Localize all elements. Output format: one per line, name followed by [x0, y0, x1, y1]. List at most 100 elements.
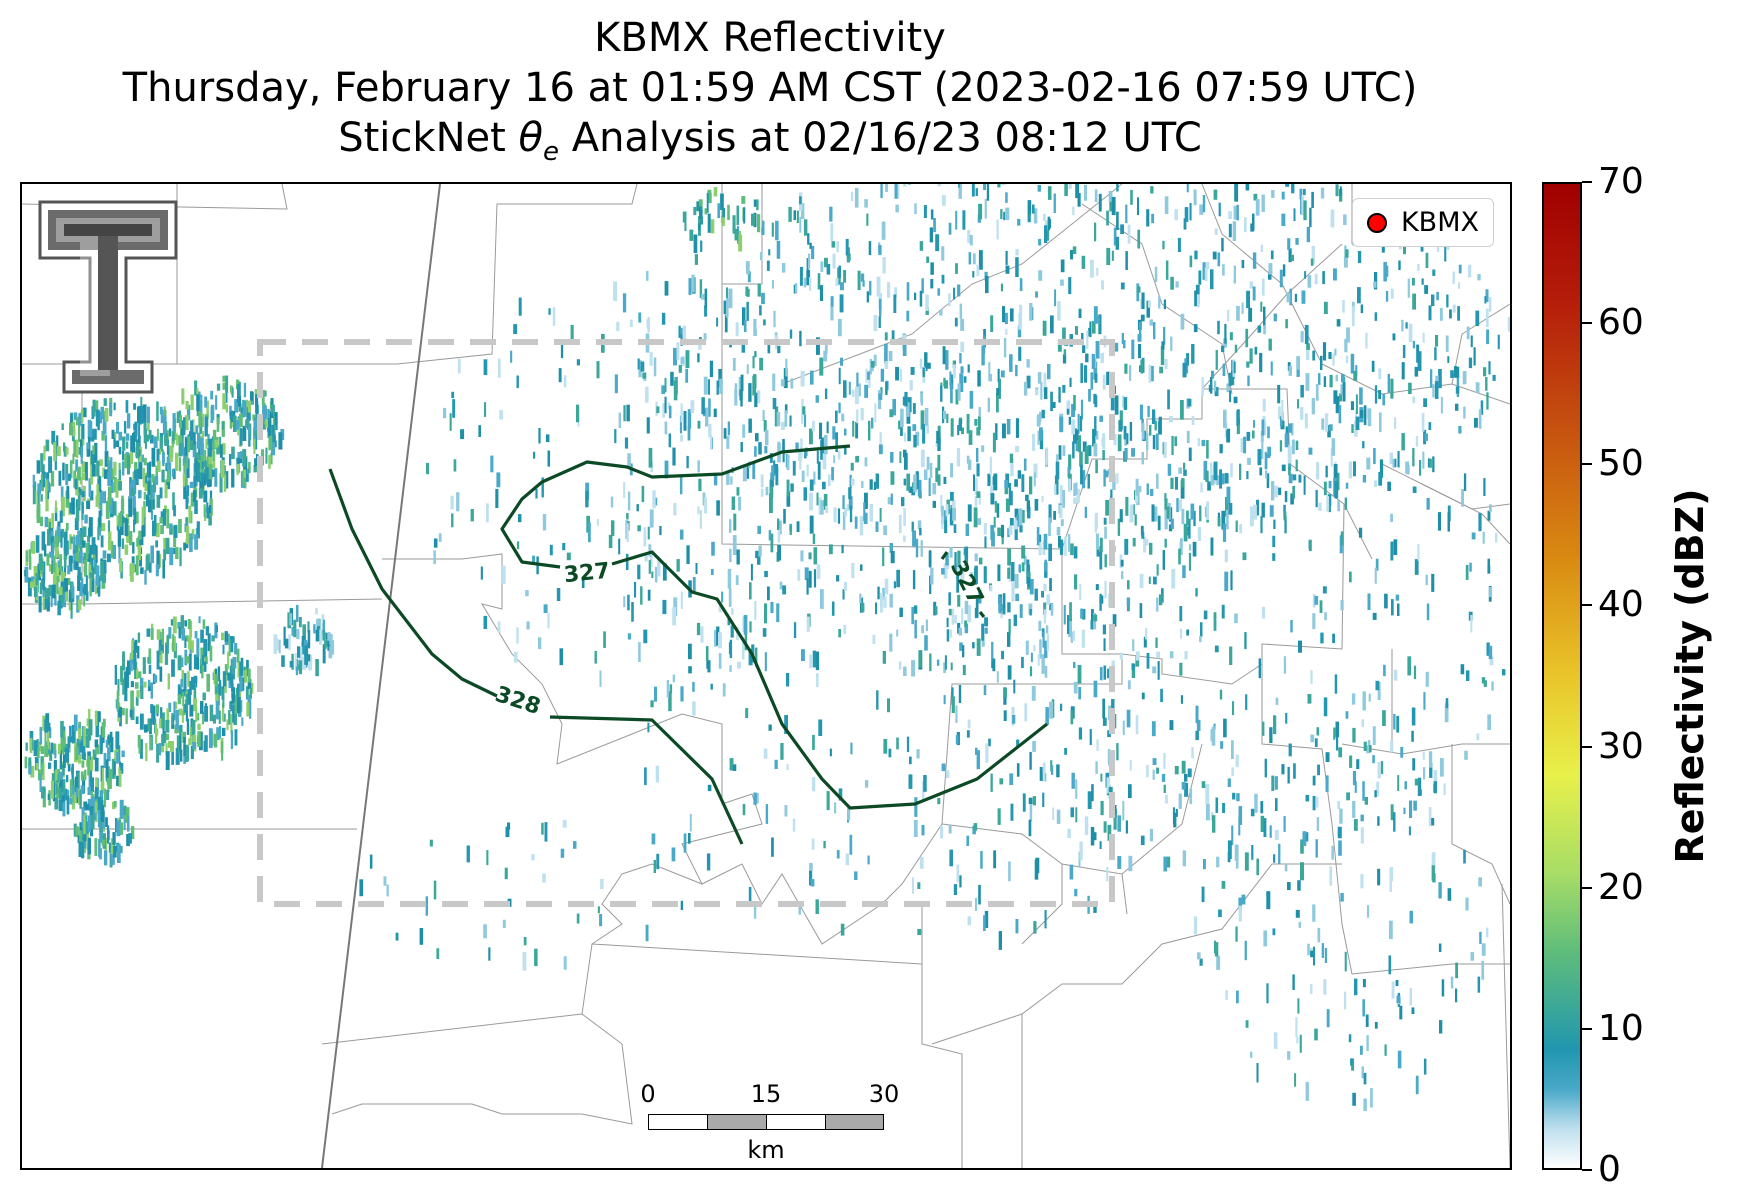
echo-pixel	[797, 569, 801, 581]
echo-pixel	[777, 544, 781, 561]
echo-pixel	[62, 738, 65, 755]
echo-pixel	[966, 730, 970, 738]
echo-pixel	[1425, 252, 1429, 269]
echo-pixel	[231, 387, 234, 398]
echo-pixel	[1461, 489, 1464, 507]
echo-pixel	[1319, 600, 1323, 613]
echo-pixel	[541, 477, 544, 498]
echo-pixel	[600, 879, 604, 890]
echo-pixel	[1382, 710, 1386, 726]
echo-pixel	[680, 334, 683, 341]
echo-pixel	[827, 474, 831, 487]
echo-pixel	[1053, 511, 1056, 520]
echo-pixel	[1068, 416, 1071, 425]
echo-pixel	[38, 741, 42, 752]
echo-pixel	[1060, 259, 1065, 273]
echo-pixel	[1203, 610, 1208, 620]
echo-pixel	[728, 288, 733, 309]
echo-pixel	[273, 634, 278, 654]
echo-pixel	[1400, 746, 1404, 758]
echo-pixel	[206, 673, 210, 692]
echo-pixel	[1038, 620, 1042, 631]
echo-pixel	[222, 443, 226, 455]
echo-pixel	[890, 452, 894, 463]
echo-pixel	[1351, 424, 1354, 433]
echo-pixel	[483, 924, 487, 939]
radar-map[interactable]: 327 327 328 KBMX	[20, 182, 1512, 1170]
echo-pixel	[1475, 382, 1480, 393]
echo-pixel	[37, 483, 41, 495]
echo-pixel	[850, 742, 853, 755]
echo-pixel	[66, 775, 69, 783]
echo-pixel	[801, 414, 804, 424]
echo-pixel	[63, 531, 68, 551]
echo-pixel	[1149, 542, 1153, 555]
echo-pixel	[889, 633, 893, 652]
echo-pixel	[1339, 808, 1343, 824]
echo-pixel	[869, 281, 872, 296]
echo-pixel	[233, 415, 237, 432]
echo-pixel	[1263, 930, 1268, 947]
echo-pixel	[954, 552, 957, 572]
echo-pixel	[160, 525, 164, 534]
echo-pixel	[1335, 374, 1338, 382]
echo-pixel	[1330, 209, 1335, 228]
echo-pixel	[1417, 351, 1422, 371]
echo-pixel	[1036, 527, 1040, 546]
echo-pixel	[108, 842, 113, 853]
echo-pixel	[1068, 618, 1072, 637]
echo-pixel	[1081, 255, 1086, 269]
echo-pixel	[1101, 438, 1106, 447]
echo-pixel	[117, 529, 122, 547]
echo-pixel	[1437, 512, 1441, 531]
echo-pixel	[201, 661, 204, 679]
echo-pixel	[1333, 268, 1337, 281]
echo-pixel	[1394, 417, 1397, 429]
echo-pixel	[844, 507, 847, 517]
echo-pixel	[271, 442, 275, 456]
echo-pixel	[62, 462, 65, 481]
echo-pixel	[888, 351, 893, 362]
echo-pixel	[680, 357, 685, 364]
echo-pixel	[138, 490, 142, 499]
echo-pixel	[189, 647, 192, 657]
echo-pixel	[996, 388, 1000, 396]
echo-pixel	[153, 436, 158, 448]
echo-pixel	[196, 521, 200, 539]
echo-pixel	[1273, 854, 1276, 863]
echo-pixel	[1070, 807, 1074, 818]
echo-pixel	[171, 659, 175, 677]
echo-pixel	[65, 447, 69, 455]
echo-pixel	[1268, 338, 1272, 351]
echo-pixel	[840, 923, 845, 936]
echo-pixel	[989, 585, 993, 592]
echo-pixel	[119, 799, 124, 819]
echo-pixel	[1391, 599, 1394, 616]
echo-pixel	[1168, 416, 1173, 423]
echo-pixel	[156, 494, 161, 508]
echo-pixel	[1393, 669, 1398, 681]
echo-pixel	[707, 213, 711, 233]
echo-pixel	[697, 506, 700, 515]
echo-pixel	[854, 516, 858, 529]
echo-pixel	[981, 445, 985, 452]
echo-pixel	[77, 599, 82, 611]
echo-pixel	[953, 524, 957, 533]
echo-pixel	[1084, 445, 1089, 464]
echo-pixel	[1408, 382, 1412, 394]
echo-pixel	[734, 388, 738, 406]
echo-pixel	[974, 565, 978, 584]
echo-pixel	[186, 526, 190, 545]
echo-pixel	[1262, 398, 1266, 412]
echo-pixel	[168, 702, 172, 712]
echo-pixel	[1069, 602, 1072, 621]
echo-pixel	[828, 544, 833, 555]
echo-pixel	[79, 830, 82, 850]
echo-pixel	[239, 428, 243, 446]
echo-pixel	[1378, 390, 1381, 400]
echo-pixel	[1438, 369, 1442, 389]
echo-pixel	[151, 447, 156, 467]
echo-pixel	[976, 448, 979, 463]
echo-pixel	[516, 541, 520, 550]
echo-pixel	[1470, 952, 1475, 961]
